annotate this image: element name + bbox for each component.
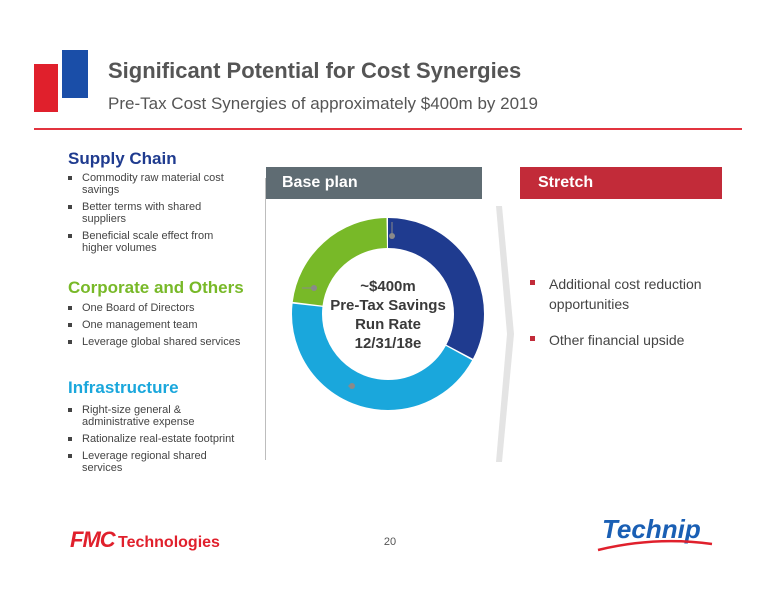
brand-square-red [34, 64, 58, 112]
corporate-leader-dot [311, 285, 317, 291]
section-divider-line [265, 178, 266, 460]
savings-date: 12/31/18e [354, 335, 422, 352]
page-subtitle: Pre-Tax Cost Synergies of approximately … [108, 94, 538, 113]
page-title: Significant Potential for Cost Synergies [108, 58, 522, 83]
technip-logo-word: Technip [602, 514, 701, 544]
list-item: Commodity raw material cost savings [68, 172, 244, 196]
supply-chain-list: Commodity raw material cost savings Bett… [68, 172, 244, 259]
list-item: Other financial upside [530, 330, 730, 350]
infrastructure-leader-dot [349, 383, 355, 389]
technip-logo-swoosh [597, 539, 713, 552]
synergy-donut-chart [292, 218, 484, 410]
list-item: Rationalize real-estate footprint [68, 433, 244, 445]
list-item: One management team [68, 319, 258, 331]
list-item: Leverage global shared services [68, 336, 258, 348]
supply-chain-heading: Supply Chain [68, 149, 177, 168]
fmc-logo-mark: FMC [70, 527, 117, 552]
list-item: Beneficial scale effect from higher volu… [68, 230, 244, 254]
list-item: Leverage regional shared services [68, 450, 244, 474]
title-divider [34, 128, 742, 130]
stretch-banner: Stretch [520, 167, 722, 199]
chevron-right-arrow-icon [496, 206, 514, 462]
stretch-list: Additional cost reduction opportunities … [530, 274, 730, 366]
savings-amount: ~$400m [360, 278, 416, 295]
savings-basis: Run Rate [355, 316, 421, 333]
list-item: One Board of Directors [68, 302, 258, 314]
page-number: 20 [383, 536, 397, 548]
infrastructure-heading: Infrastructure [68, 378, 179, 397]
technip-logo: Technip [597, 514, 713, 552]
list-item: Right-size general & administrative expe… [68, 404, 244, 428]
list-item: Additional cost reduction opportunities [530, 274, 730, 314]
donut-segment-infrastructure [292, 218, 484, 410]
fmc-technologies-logo: FMC Technologies [70, 527, 220, 552]
donut-segment-supply-chain [292, 218, 484, 410]
fmc-logo-word: Technologies [118, 534, 220, 551]
infrastructure-list: Right-size general & administrative expe… [68, 404, 244, 479]
savings-type: Pre-Tax Savings [330, 297, 446, 314]
donut-center-label: ~$400m Pre-Tax Savings Run Rate 12/31/18… [318, 277, 458, 353]
brand-square-blue [62, 50, 88, 98]
supply-chain-leader-dot [389, 233, 395, 239]
corporate-heading: Corporate and Others [68, 278, 244, 297]
corporate-list: One Board of Directors One management te… [68, 302, 258, 353]
base-plan-banner: Base plan [266, 167, 482, 199]
list-item: Better terms with shared suppliers [68, 201, 244, 225]
